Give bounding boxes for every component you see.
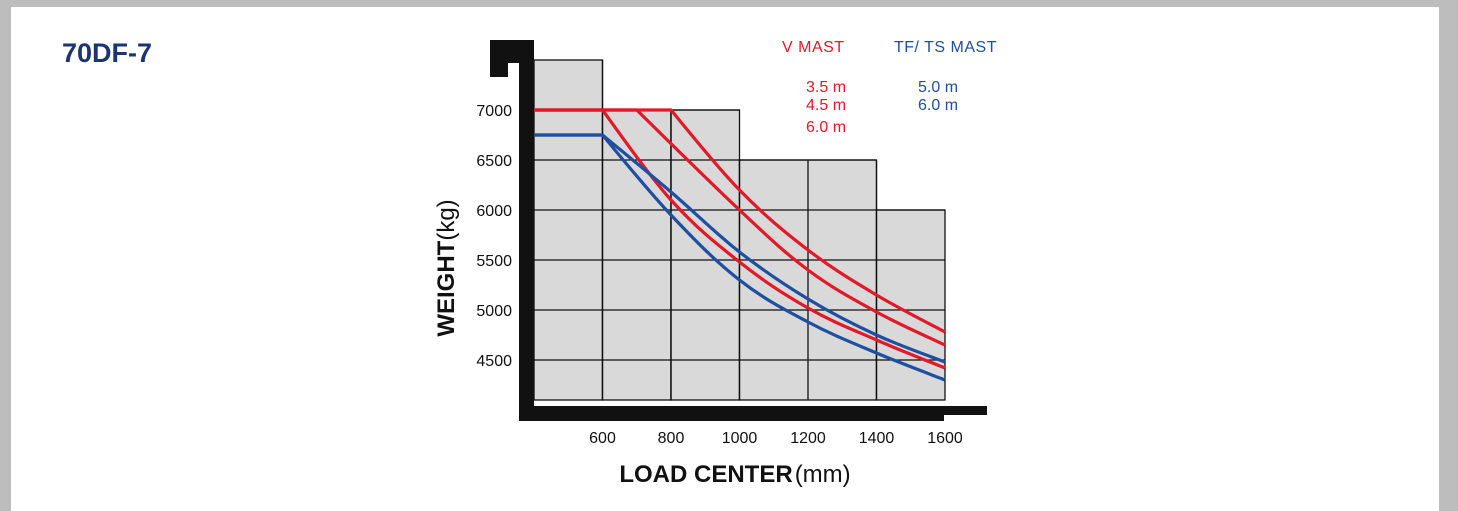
grid-block	[601, 109, 672, 401]
y-tick-label: 7000	[476, 103, 512, 120]
y-tick-label: 5000	[476, 303, 512, 320]
y-axis-bar	[519, 63, 534, 421]
grid-block	[875, 209, 946, 401]
x-tick-label: 600	[589, 430, 616, 447]
grid-block	[533, 59, 604, 401]
series-line-tf-4	[534, 133, 946, 382]
x-tick-label: 1200	[790, 430, 826, 447]
legend-v-item: 6.0 m	[806, 119, 846, 136]
grid-block	[670, 109, 741, 401]
x-tick-label: 1000	[722, 430, 758, 447]
x-tick-label: 800	[658, 430, 685, 447]
x-axis-bar	[519, 406, 987, 421]
y-tick-label: 4500	[476, 353, 512, 370]
x-tick-label: 1400	[859, 430, 895, 447]
legend: V MAST TF/ TS MAST 3.5 m 4.5 m 6.0 m 5.0…	[782, 39, 997, 136]
legend-v-item: 4.5 m	[806, 97, 846, 114]
y-tick-label: 6000	[476, 203, 512, 220]
legend-v-item: 3.5 m	[806, 79, 846, 96]
legend-tf-ts-mast-heading: TF/ TS MAST	[894, 39, 997, 56]
series-line-v-1	[534, 108, 946, 347]
y-tick-label: 5500	[476, 253, 512, 270]
legend-tf-item: 6.0 m	[918, 97, 958, 114]
x-tick-label: 1600	[927, 430, 963, 447]
y-axis-label: WEIGHT(kg)	[433, 199, 460, 336]
model-title: 70DF-7	[62, 38, 153, 68]
series-line-v-0	[534, 108, 946, 334]
y-tick-label: 6500	[476, 153, 512, 170]
legend-v-mast-heading: V MAST	[782, 39, 845, 56]
x-axis-label: LOAD CENTER(mm)	[619, 461, 850, 488]
series-line-tf-3	[534, 133, 946, 364]
legend-tf-item: 5.0 m	[918, 79, 958, 96]
